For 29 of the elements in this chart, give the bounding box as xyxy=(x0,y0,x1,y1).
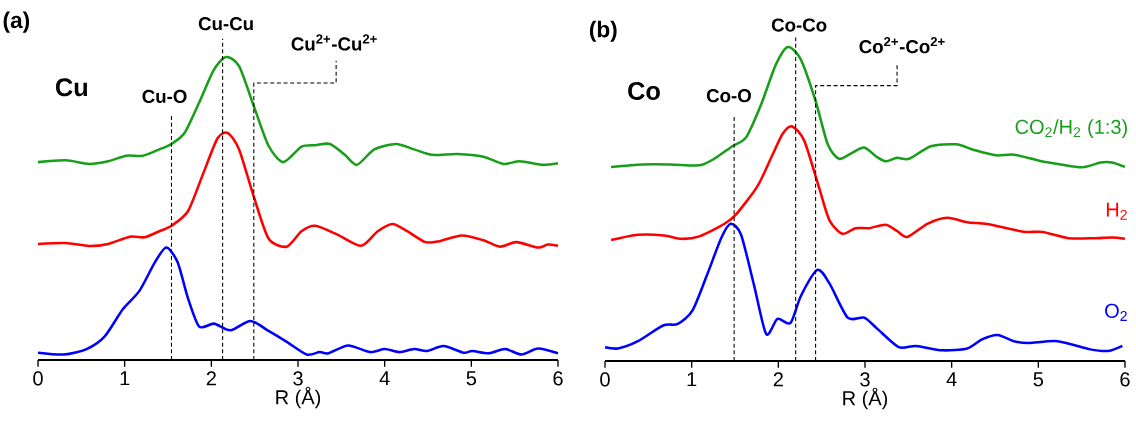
annotation: Cu xyxy=(55,78,88,97)
x-tick-label: 3 xyxy=(860,372,870,387)
x-tick-label: 0 xyxy=(33,371,43,386)
x-tick-label: 6 xyxy=(1120,372,1130,387)
series-label: H$_{2}$ xyxy=(1106,202,1127,220)
x-axis-title: R (Å) xyxy=(843,387,888,410)
series-label: CO$_{2}$/H$_{2}$ (1:3) xyxy=(1015,119,1127,138)
chart-title: (b) xyxy=(589,20,617,42)
x-tick-label: 2 xyxy=(206,371,216,386)
x-tick-label: 4 xyxy=(379,371,390,386)
x-tick-label: 2 xyxy=(773,372,783,387)
ref-line-label: Co$^{2+}$-Co$^{2+}$ xyxy=(859,36,945,54)
x-tick-label: 3 xyxy=(293,371,303,386)
ref-line-label: Cu-Cu xyxy=(198,17,253,31)
x-tick-label: 5 xyxy=(1033,372,1044,387)
ref-line-label: Cu-O xyxy=(142,89,187,103)
x-tick-label: 0 xyxy=(600,372,610,387)
x-tick-label: 1 xyxy=(120,371,130,386)
ref-line-label: Cu$^{2+}$-Cu$^{2+}$ xyxy=(291,34,377,51)
annotation: Co xyxy=(628,81,660,100)
ref-line-label: Co-O xyxy=(706,89,751,103)
x-tick-label: 1 xyxy=(687,372,697,387)
x-tick-label: 4 xyxy=(946,372,957,387)
ref-line-label: Co-Co xyxy=(771,18,827,32)
x-tick-label: 5 xyxy=(466,371,477,386)
x-axis-title: R (Å) xyxy=(276,386,321,409)
series-label: O$_{2}$ xyxy=(1105,303,1127,321)
x-tick-label: 6 xyxy=(553,371,563,386)
chart-title: (a) xyxy=(3,11,30,33)
